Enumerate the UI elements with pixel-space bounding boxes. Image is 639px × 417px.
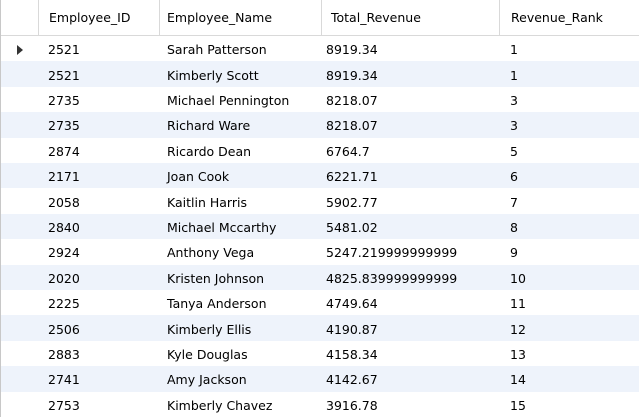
- total-revenue-cell[interactable]: 8919.34: [326, 42, 378, 58]
- employee-id-cell[interactable]: 2874: [48, 143, 80, 159]
- employee-name-cell[interactable]: Amy Jackson: [167, 372, 247, 388]
- row-indicator[interactable]: [1, 392, 39, 417]
- total-revenue-cell[interactable]: 8919.34: [326, 67, 378, 83]
- employee-name-cell[interactable]: Anthony Vega: [167, 245, 255, 261]
- revenue-rank-cell[interactable]: 5: [510, 143, 518, 159]
- row-indicator[interactable]: [1, 290, 39, 315]
- employee-id-cell[interactable]: 2058: [48, 194, 80, 210]
- employee-id-cell[interactable]: 2735: [48, 118, 80, 134]
- table-row[interactable]: 2883 Kyle Douglas 4158.34 13: [1, 341, 639, 366]
- table-row[interactable]: 2874 Ricardo Dean 6764.7 5: [1, 138, 639, 163]
- total-revenue-cell[interactable]: 5481.02: [326, 219, 378, 235]
- employee-name-cell[interactable]: Michael Pennington: [167, 92, 290, 108]
- total-revenue-cell[interactable]: 6221.71: [326, 169, 378, 185]
- table-row[interactable]: 2735 Michael Pennington 8218.07 3: [1, 87, 639, 112]
- total-revenue-cell[interactable]: 4190.87: [326, 321, 378, 337]
- row-indicator[interactable]: [1, 36, 39, 61]
- revenue-rank-cell[interactable]: 11: [510, 296, 526, 312]
- employee-id-cell[interactable]: 2883: [48, 346, 80, 362]
- revenue-rank-cell[interactable]: 8: [510, 219, 518, 235]
- table-row[interactable]: 2924 Anthony Vega 5247.219999999999 9: [1, 239, 639, 264]
- revenue-rank-cell[interactable]: 15: [510, 397, 526, 413]
- employee-id-cell[interactable]: 2020: [48, 270, 80, 286]
- column-header-revenue-rank[interactable]: Revenue_Rank: [500, 0, 639, 36]
- employee-id-cell[interactable]: 2840: [48, 219, 80, 235]
- employee-name-cell[interactable]: Joan Cook: [167, 169, 230, 185]
- row-indicator[interactable]: [1, 138, 39, 163]
- column-header-employee-id[interactable]: Employee_ID: [39, 0, 160, 36]
- total-revenue-cell[interactable]: 4142.67: [326, 372, 378, 388]
- row-pointer-icon: [17, 44, 23, 55]
- total-revenue-cell[interactable]: 8218.07: [326, 92, 378, 108]
- row-indicator[interactable]: [1, 188, 39, 213]
- employee-name-cell[interactable]: Richard Ware: [167, 118, 251, 134]
- revenue-rank-cell[interactable]: 1: [510, 67, 518, 83]
- employee-name-cell[interactable]: Kristen Johnson: [167, 270, 265, 286]
- revenue-rank-cell[interactable]: 13: [510, 346, 526, 362]
- table-row[interactable]: 2171 Joan Cook 6221.71 6: [1, 163, 639, 189]
- table-row[interactable]: 2521 Kimberly Scott 8919.34 1: [1, 61, 639, 87]
- revenue-rank-cell[interactable]: 10: [510, 270, 526, 286]
- row-indicator-header: [1, 0, 39, 36]
- employee-id-cell[interactable]: 2225: [48, 296, 80, 312]
- row-indicator[interactable]: [1, 61, 39, 86]
- row-indicator[interactable]: [1, 214, 39, 239]
- employee-name-cell[interactable]: Michael Mccarthy: [167, 219, 277, 235]
- employee-name-cell[interactable]: Kyle Douglas: [167, 346, 248, 362]
- employee-name-cell[interactable]: Ricardo Dean: [167, 143, 252, 159]
- row-indicator[interactable]: [1, 366, 39, 391]
- employee-name-cell[interactable]: Kimberly Ellis: [167, 321, 252, 337]
- table-row[interactable]: 2741 Amy Jackson 4142.67 14: [1, 366, 639, 392]
- table-row[interactable]: 2521 Sarah Patterson 8919.34 1: [1, 36, 639, 61]
- employee-id-cell[interactable]: 2924: [48, 245, 80, 261]
- table-row[interactable]: 2058 Kaitlin Harris 5902.77 7: [1, 188, 639, 213]
- table-row[interactable]: 2753 Kimberly Chavez 3916.78 15: [1, 392, 639, 417]
- employee-id-cell[interactable]: 2171: [48, 169, 80, 185]
- employee-id-cell[interactable]: 2506: [48, 321, 80, 337]
- column-header-row: Employee_ID Employee_Name Total_Revenue …: [1, 0, 639, 36]
- total-revenue-cell[interactable]: 4749.64: [326, 296, 378, 312]
- employee-name-cell[interactable]: Tanya Anderson: [167, 296, 267, 312]
- total-revenue-cell[interactable]: 4158.34: [326, 346, 378, 362]
- revenue-rank-cell[interactable]: 14: [510, 372, 526, 388]
- employee-name-cell[interactable]: Kimberly Chavez: [167, 397, 273, 413]
- row-indicator[interactable]: [1, 239, 39, 264]
- employee-id-cell[interactable]: 2741: [48, 372, 80, 388]
- row-indicator[interactable]: [1, 315, 39, 340]
- total-revenue-cell[interactable]: 5247.219999999999: [326, 245, 458, 261]
- employee-name-cell[interactable]: Kaitlin Harris: [167, 194, 247, 210]
- table-row[interactable]: 2506 Kimberly Ellis 4190.87 12: [1, 315, 639, 341]
- employee-id-cell[interactable]: 2735: [48, 92, 80, 108]
- column-header-employee-name[interactable]: Employee_Name: [160, 0, 322, 36]
- row-indicator[interactable]: [1, 163, 39, 188]
- employee-id-cell[interactable]: 2521: [48, 67, 80, 83]
- table-row[interactable]: 2225 Tanya Anderson 4749.64 11: [1, 290, 639, 315]
- total-revenue-cell[interactable]: 3916.78: [326, 397, 378, 413]
- column-header-total-revenue[interactable]: Total_Revenue: [322, 0, 500, 36]
- row-indicator[interactable]: [1, 87, 39, 112]
- employee-name-cell[interactable]: Kimberly Scott: [167, 67, 259, 83]
- revenue-rank-cell[interactable]: 1: [510, 42, 518, 58]
- revenue-rank-cell[interactable]: 12: [510, 321, 526, 337]
- employee-id-cell[interactable]: 2521: [48, 42, 80, 58]
- employee-name-cell[interactable]: Sarah Patterson: [167, 42, 267, 58]
- revenue-rank-cell[interactable]: 9: [510, 245, 518, 261]
- revenue-rank-cell[interactable]: 6: [510, 169, 518, 185]
- row-indicator[interactable]: [1, 265, 39, 290]
- revenue-rank-cell[interactable]: 7: [510, 194, 518, 210]
- total-revenue-cell[interactable]: 4825.839999999999: [326, 270, 458, 286]
- row-indicator[interactable]: [1, 341, 39, 366]
- total-revenue-cell[interactable]: 6764.7: [326, 143, 370, 159]
- table-row[interactable]: 2020 Kristen Johnson 4825.839999999999 10: [1, 264, 639, 290]
- table-row[interactable]: 2840 Michael Mccarthy 5481.02 8: [1, 213, 639, 240]
- revenue-rank-cell[interactable]: 3: [510, 118, 518, 134]
- total-revenue-cell[interactable]: 8218.07: [326, 118, 378, 134]
- table-row[interactable]: 2735 Richard Ware 8218.07 3: [1, 112, 639, 138]
- total-revenue-cell[interactable]: 5902.77: [326, 194, 378, 210]
- row-indicator[interactable]: [1, 112, 39, 137]
- employee-id-cell[interactable]: 2753: [48, 397, 80, 413]
- revenue-rank-cell[interactable]: 3: [510, 92, 518, 108]
